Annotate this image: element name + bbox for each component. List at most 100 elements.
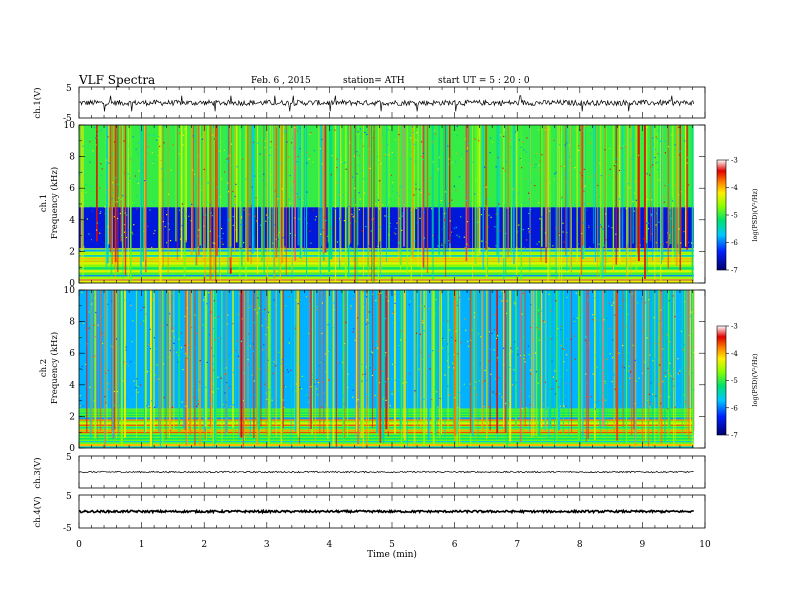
spectrogram-speckle [446, 360, 449, 362]
spectrogram-speckle [349, 142, 351, 144]
spectrogram-speckle [124, 231, 126, 233]
spectrogram-speckle [266, 398, 268, 400]
spectrogram-speckle [394, 379, 397, 381]
spectrogram-speckle [663, 126, 665, 128]
spectrogram-speckle [369, 394, 371, 396]
spectrogram-speckle [297, 143, 299, 145]
spectrogram-speckle [149, 209, 151, 211]
spectrogram-speckle [388, 154, 390, 156]
spectrogram-speckle [555, 368, 557, 370]
spectrogram-speckle [365, 323, 367, 325]
spectrogram-speckle [364, 373, 366, 375]
spectrogram-speckle [363, 192, 365, 194]
spectrogram-speckle [520, 355, 522, 357]
spectrogram-speckle [558, 234, 560, 236]
spectrogram-speckle [169, 130, 171, 132]
spectrogram-speckle [308, 401, 310, 403]
spectrogram-speckle [602, 369, 604, 371]
spectrogram-speckle [224, 373, 226, 375]
spectrogram-streak [686, 125, 689, 250]
spectrogram-speckle [389, 226, 391, 228]
spectrogram-speckle [644, 361, 646, 363]
spectrogram-speckle [306, 162, 308, 164]
spectrogram-speckle [398, 345, 400, 347]
spectrogram-streak [421, 125, 423, 277]
spectrogram-speckle [126, 214, 128, 216]
spectrogram-speckle [254, 394, 256, 396]
spectrogram-speckle [561, 149, 563, 152]
spectrogram-speckle [635, 199, 638, 201]
spectrogram-speckle [671, 200, 674, 202]
spectrogram-speckle [105, 372, 107, 374]
spectrogram-streak [127, 125, 129, 277]
spectrogram-speckle [663, 307, 665, 309]
spectrogram-streak [621, 125, 624, 249]
ch1-channel-label: ch.1 [39, 194, 49, 212]
spectrogram-speckle [671, 351, 673, 353]
spectrogram-speckle [140, 323, 142, 325]
spectrogram-speckle [176, 351, 178, 353]
spectrogram-speckle [226, 317, 229, 320]
spectrogram-speckle [423, 330, 425, 332]
spectrogram-speckle [641, 372, 644, 374]
spectrogram-speckle [509, 367, 511, 369]
spectrogram-streak [691, 290, 693, 446]
spectrogram-streak [199, 290, 201, 446]
spectrogram-speckle [325, 220, 327, 222]
spectrogram-speckle [131, 341, 133, 343]
spectrogram-speckle [113, 216, 115, 218]
spectrogram-speckle [339, 362, 341, 364]
spectrogram-speckle [308, 158, 310, 160]
spectrogram-speckle [551, 388, 553, 390]
spectrogram-streak [288, 125, 290, 248]
spectrogram-speckle [598, 243, 600, 245]
spectrogram-speckle [133, 224, 135, 226]
spectrogram-speckle [449, 234, 451, 236]
spectrogram-speckle [434, 386, 436, 388]
spectrogram-speckle [658, 337, 660, 339]
spectrogram-speckle [278, 231, 280, 233]
spectrogram-speckle [555, 380, 557, 382]
spectrogram-streak [339, 125, 341, 268]
spectrogram-speckle [267, 359, 269, 361]
spectrogram-speckle [306, 151, 308, 153]
spectrogram-speckle [282, 237, 284, 239]
spectrogram-speckle [107, 136, 109, 138]
spectrogram-speckle [237, 290, 240, 292]
spectrogram-streak [669, 125, 672, 245]
spectrogram-speckle [88, 311, 90, 313]
spectrogram-streak [214, 290, 217, 428]
spectrogram-speckle [379, 208, 381, 210]
spectrogram-streak [425, 290, 427, 435]
spectrogram-speckle [297, 156, 299, 158]
spectrogram-speckle [559, 144, 561, 146]
spectrogram-speckle [492, 353, 494, 355]
spectrogram-speckle [204, 295, 206, 298]
spectrogram-speckle [493, 354, 496, 356]
spectrogram-streak [515, 125, 518, 275]
spectrogram-speckle [619, 210, 622, 212]
spectrogram-streak [625, 290, 628, 444]
spectrogram-speckle [342, 361, 344, 364]
spectrogram-speckle [589, 142, 591, 144]
spectrogram-streak [224, 290, 226, 438]
spectrogram-speckle [198, 229, 200, 231]
spectrogram-streak [311, 290, 313, 436]
spectrogram-speckle [458, 236, 460, 238]
spectrogram-speckle [259, 153, 261, 155]
spectrogram-streak [601, 125, 603, 273]
spectrogram-speckle [323, 392, 325, 394]
spectrogram-speckle [232, 215, 234, 218]
spectrogram-streak [319, 290, 321, 434]
spectrogram-speckle [263, 173, 265, 175]
spectrogram-speckle [149, 406, 151, 409]
spectrogram-speckle [662, 380, 664, 383]
spectrogram-streak [245, 125, 247, 280]
time-tick-label: 2 [201, 540, 207, 550]
ch4-waveform-ylabel: ch.4(V) [32, 496, 43, 527]
spectrogram-speckle [452, 362, 454, 364]
spectrogram-speckle [348, 205, 350, 207]
spectrogram-speckle [330, 228, 332, 230]
spectrogram-speckle [177, 361, 179, 363]
spectrogram-speckle [372, 137, 374, 139]
